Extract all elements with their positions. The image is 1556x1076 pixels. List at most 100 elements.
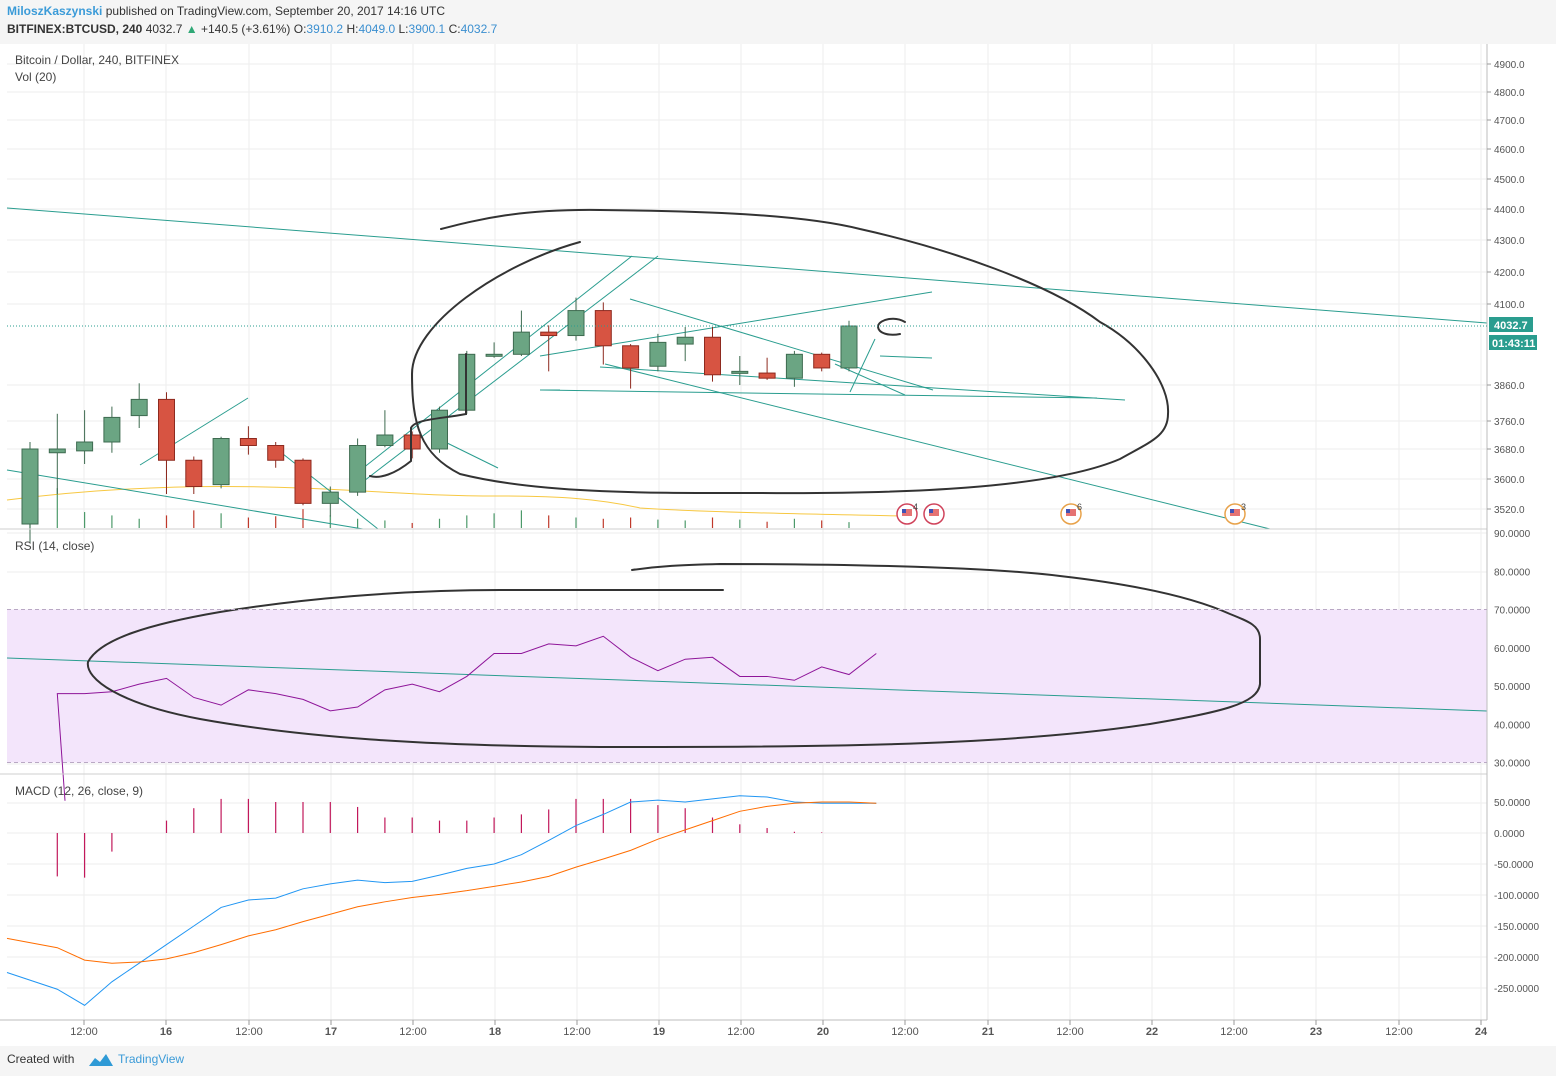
macd-tick-label: -100.0000 — [1494, 891, 1539, 902]
countdown-box — [1489, 335, 1537, 350]
candle-body — [785, 353, 803, 379]
x-tick-label: 21 — [982, 1026, 994, 1038]
rsi-pane-title: RSI (14, close) — [15, 539, 94, 553]
candle-body — [267, 445, 285, 461]
candle-body — [376, 434, 394, 446]
y-tick-label: 4100.0 — [1494, 300, 1525, 311]
trend-line — [352, 255, 633, 477]
open-label: O: — [293, 22, 307, 36]
rsi-tick-label: 50.0000 — [1494, 682, 1531, 693]
event-count: 3 — [1241, 502, 1246, 512]
price-label-box — [1489, 317, 1533, 332]
rsi-tick-label: 70.0000 — [1494, 606, 1531, 617]
published-text: published on TradingView.com, September … — [105, 4, 446, 18]
ma-line — [6, 486, 906, 517]
x-tick-label: 12:00 — [399, 1026, 427, 1038]
y-tick-label: 3860.0 — [1494, 381, 1525, 392]
macd-tick-label: -150.0000 — [1494, 922, 1539, 933]
rsi-line — [56, 635, 877, 801]
created-with-label: Created with — [7, 1052, 75, 1066]
trend-line — [6, 469, 364, 530]
trend-line — [629, 298, 934, 391]
candle-body — [731, 370, 749, 374]
trend-line — [849, 338, 876, 393]
candle-body — [840, 325, 858, 369]
x-tick-label: 12:00 — [891, 1026, 919, 1038]
event-flag-icon — [1066, 509, 1076, 516]
trend-line — [604, 363, 1271, 530]
y-tick-label: 4700.0 — [1494, 116, 1525, 127]
rsi-tick-label: 60.0000 — [1494, 644, 1531, 655]
y-tick-label: 4800.0 — [1494, 88, 1525, 99]
candle-body — [676, 336, 694, 345]
macd-tick-label: 50.0000 — [1494, 798, 1531, 809]
candles — [21, 297, 858, 543]
x-tick-label: 12:00 — [235, 1026, 263, 1038]
x-tick-label: 20 — [817, 1026, 829, 1038]
chart-canvas[interactable]: 4 6 3 4900.0 4800.0 4700.0 4600.0 4500.0 4400.0… — [0, 44, 1556, 1046]
y-tick-label: 4300.0 — [1494, 236, 1525, 247]
price-annotation-stroke — [410, 353, 467, 429]
trend-line — [6, 207, 1488, 324]
rsi-circle-annotation — [86, 562, 1261, 749]
macd-line — [6, 795, 877, 1006]
event-flag-icon — [902, 509, 912, 516]
candle-body — [158, 398, 175, 461]
tradingview-link[interactable]: TradingView — [118, 1052, 185, 1066]
event-markers: 4 6 3 — [896, 502, 1246, 525]
candle-body — [540, 331, 558, 337]
axes: 4900.0 4800.0 4700.0 4600.0 4500.0 4400.0 4300… — [0, 44, 1539, 1038]
candle-body — [622, 345, 640, 369]
close-label: C: — [448, 22, 461, 36]
low-value: 3900.1 — [408, 22, 446, 36]
event-flag-icon — [1230, 509, 1234, 513]
event-count: 4 — [913, 502, 918, 512]
rsi-plot — [56, 635, 877, 801]
macd-tick-label: 0.0000 — [1494, 829, 1525, 840]
y-tick-label: 3600.0 — [1494, 475, 1525, 486]
event-flag-icon — [1066, 509, 1070, 513]
x-tick-label: 23 — [1310, 1026, 1322, 1038]
candle-body — [594, 310, 612, 347]
trend-line — [834, 363, 906, 396]
event-flag-icon — [1230, 509, 1240, 516]
volume-label: Vol (20) — [15, 70, 56, 84]
rsi-tick-label: 40.0000 — [1494, 720, 1531, 731]
rsi-trend-line — [6, 657, 1488, 712]
triangle-up-icon: ▲ — [185, 22, 198, 36]
x-tick-label: 12:00 — [563, 1026, 591, 1038]
candle-body — [130, 398, 148, 417]
y-tick-label: 4900.0 — [1494, 60, 1525, 71]
change-value: +140.5 (+3.61%) — [200, 22, 291, 36]
price-circle-annotation — [410, 208, 1170, 495]
candle-body — [813, 353, 831, 369]
candle-body — [758, 372, 776, 379]
candle-body — [294, 459, 312, 504]
trend-line — [440, 439, 499, 469]
x-tick-label: 16 — [160, 1026, 172, 1038]
moving-average — [6, 486, 906, 517]
rsi-band — [7, 609, 1487, 763]
candle-body — [21, 448, 39, 525]
trend-line — [139, 397, 249, 466]
y-tick-label: 4400.0 — [1494, 205, 1525, 216]
countdown-label: 01:43:11 — [1492, 338, 1535, 350]
trend-line — [539, 389, 1098, 399]
event-flag-icon — [929, 509, 933, 513]
candle-body — [485, 353, 503, 357]
candle-body — [649, 341, 667, 367]
candle-body — [239, 438, 257, 446]
author-link[interactable]: MiloszKaszynski — [7, 4, 103, 18]
symbol-line: BITFINEX:BTCUSD, 240 4032.7 ▲ +140.5 (+3… — [7, 22, 497, 36]
y-tick-label: 4500.0 — [1494, 175, 1525, 186]
candle-body — [349, 445, 367, 493]
event-count: 6 — [1077, 502, 1082, 512]
x-tick-label: 17 — [325, 1026, 337, 1038]
candle-body — [212, 438, 230, 486]
macd-tick-label: -200.0000 — [1494, 953, 1539, 964]
grid — [7, 44, 1487, 1020]
trend-line — [359, 255, 659, 485]
low-label: L: — [398, 22, 409, 36]
macd-tick-label: -50.0000 — [1494, 860, 1534, 871]
header-bar: MiloszKaszynski published on TradingView… — [0, 0, 1556, 44]
